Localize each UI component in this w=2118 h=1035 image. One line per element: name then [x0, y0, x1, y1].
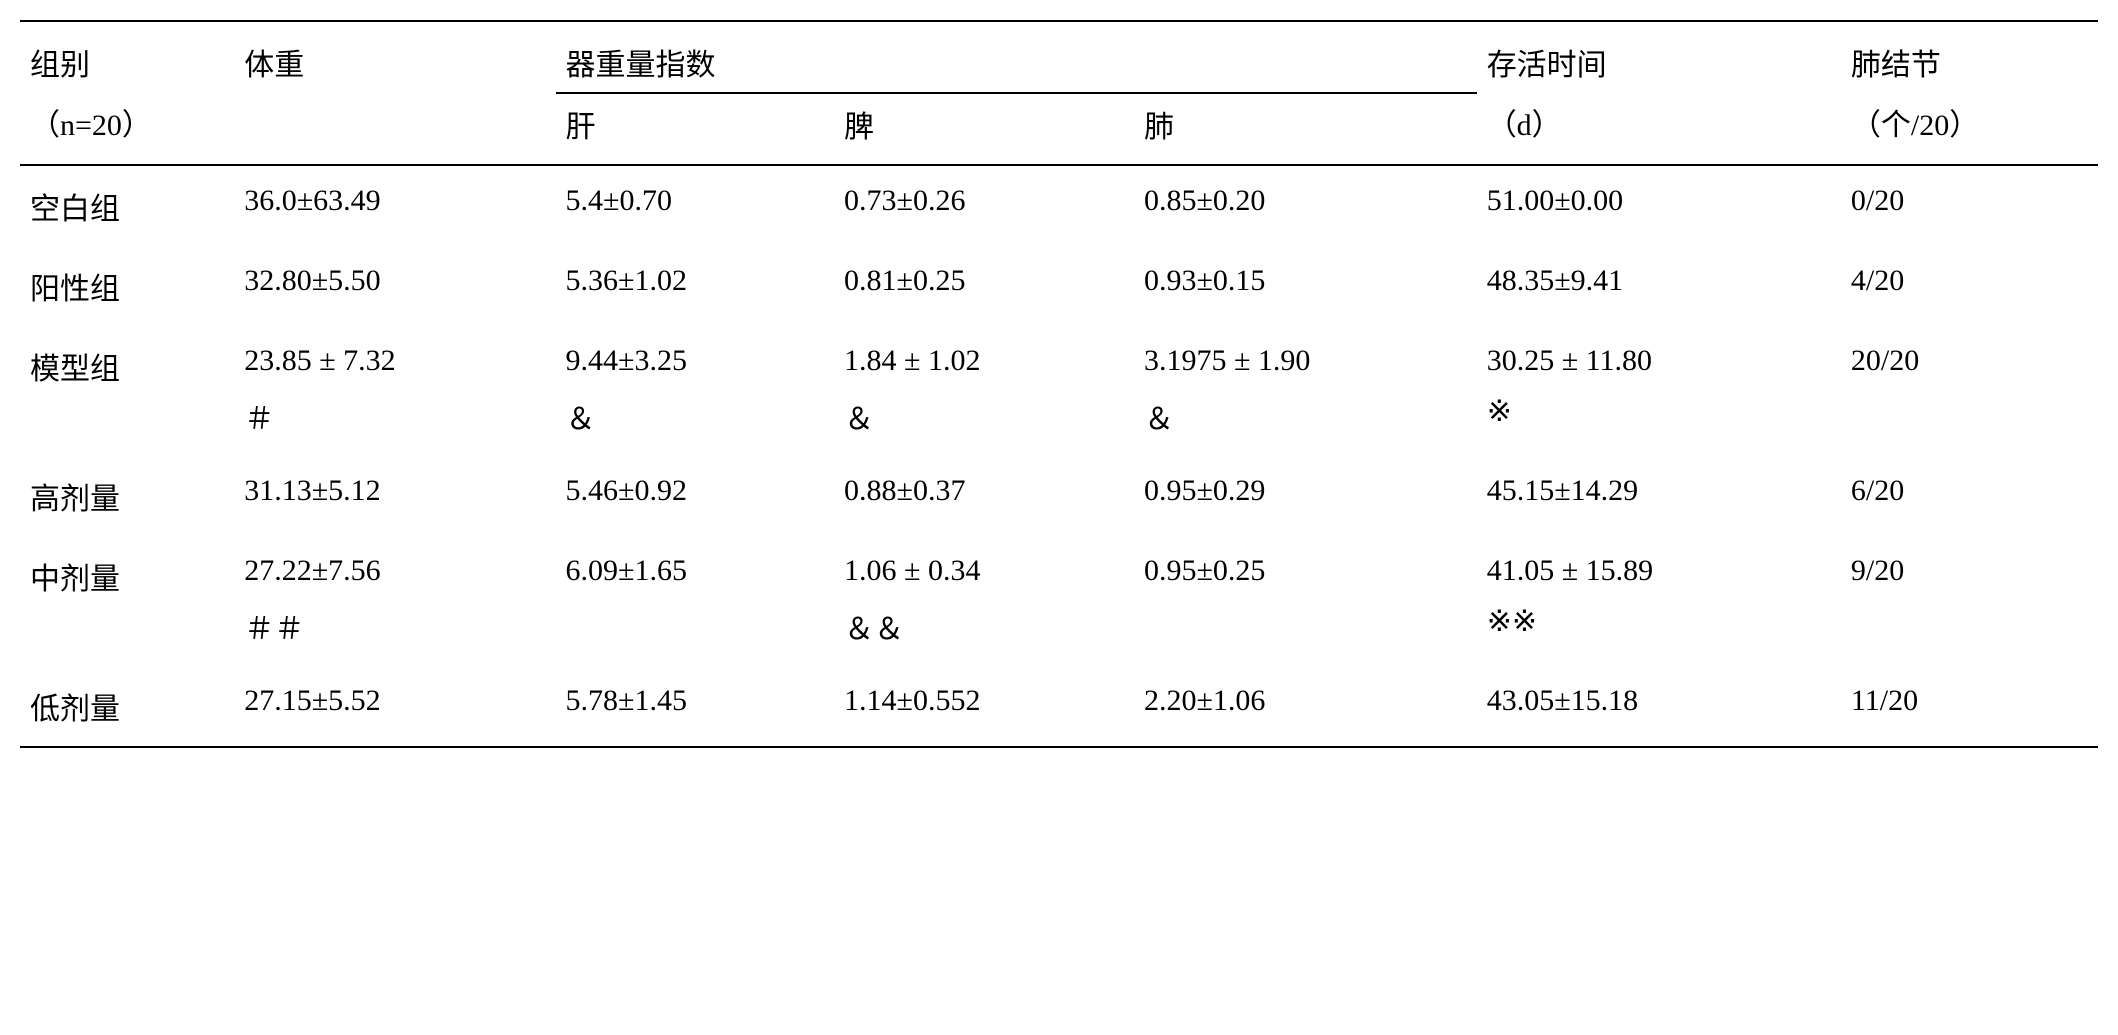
cell-liver: 5.78±1.45: [556, 666, 834, 747]
cell-weight-symbol: ＃: [244, 378, 545, 438]
cell-nodule: 9/20: [1841, 536, 2098, 666]
cell-survival-symbol: ※: [1487, 378, 1831, 429]
cell-liver-symbol: ＆: [566, 378, 824, 438]
cell-spleen: 0.88±0.37: [834, 456, 1134, 536]
data-table-container: 组别 （n=20） 体重 器重量指数 存活时间 （d） 肺结节 （个/20） 肝…: [20, 20, 2098, 748]
header-survival-label: 存活时间: [1487, 40, 1831, 84]
cell-liver: 5.4±0.70: [556, 165, 834, 246]
header-nodule-label: 肺结节: [1851, 40, 2088, 84]
header-lung: 肺: [1134, 93, 1477, 165]
header-survival: 存活时间 （d）: [1477, 21, 1841, 165]
table-row: 空白组 36.0±63.49 5.4±0.70 0.73±0.26 0.85±0…: [20, 165, 2098, 246]
cell-survival: 43.05±15.18: [1477, 666, 1841, 747]
cell-survival-value: 30.25 ± 11.80: [1487, 344, 1831, 378]
cell-spleen: 1.84 ± 1.02 ＆: [834, 326, 1134, 456]
table-header: 组别 （n=20） 体重 器重量指数 存活时间 （d） 肺结节 （个/20） 肝…: [20, 21, 2098, 165]
cell-weight: 23.85 ± 7.32 ＃: [234, 326, 555, 456]
cell-spleen: 0.73±0.26: [834, 165, 1134, 246]
cell-nodule: 4/20: [1841, 246, 2098, 326]
cell-weight: 27.15±5.52: [234, 666, 555, 747]
cell-weight: 31.13±5.12: [234, 456, 555, 536]
data-table: 组别 （n=20） 体重 器重量指数 存活时间 （d） 肺结节 （个/20） 肝…: [20, 20, 2098, 748]
cell-spleen: 0.81±0.25: [834, 246, 1134, 326]
cell-group: 高剂量: [20, 456, 234, 536]
header-nodule: 肺结节 （个/20）: [1841, 21, 2098, 165]
header-survival-sublabel: （d）: [1487, 84, 1831, 144]
cell-group: 低剂量: [20, 666, 234, 747]
cell-lung-symbol: ＆: [1144, 378, 1467, 438]
header-spleen: 脾: [834, 93, 1134, 165]
cell-survival: 30.25 ± 11.80 ※: [1477, 326, 1841, 456]
header-organ-index: 器重量指数: [556, 21, 1477, 93]
header-group-label: 组别: [30, 40, 224, 84]
cell-weight: 36.0±63.49: [234, 165, 555, 246]
table-row: 阳性组 32.80±5.50 5.36±1.02 0.81±0.25 0.93±…: [20, 246, 2098, 326]
header-nodule-sublabel: （个/20）: [1851, 84, 2088, 144]
header-liver: 肝: [556, 93, 834, 165]
cell-group: 模型组: [20, 326, 234, 456]
cell-weight-symbol: ＃＃: [244, 588, 545, 648]
cell-group: 阳性组: [20, 246, 234, 326]
cell-survival: 48.35±9.41: [1477, 246, 1841, 326]
cell-survival: 51.00±0.00: [1477, 165, 1841, 246]
cell-lung: 0.85±0.20: [1134, 165, 1477, 246]
cell-liver-value: 9.44±3.25: [566, 344, 824, 378]
cell-lung: 0.95±0.29: [1134, 456, 1477, 536]
cell-survival-symbol: ※※: [1487, 588, 1831, 639]
header-group-sublabel: （n=20）: [30, 84, 224, 144]
cell-lung: 0.95±0.25: [1134, 536, 1477, 666]
cell-liver: 9.44±3.25 ＆: [556, 326, 834, 456]
cell-liver: 5.46±0.92: [556, 456, 834, 536]
table-row: 高剂量 31.13±5.12 5.46±0.92 0.88±0.37 0.95±…: [20, 456, 2098, 536]
cell-liver: 6.09±1.65: [556, 536, 834, 666]
cell-lung: 3.1975 ± 1.90 ＆: [1134, 326, 1477, 456]
cell-survival-value: 41.05 ± 15.89: [1487, 554, 1831, 588]
cell-nodule: 11/20: [1841, 666, 2098, 747]
cell-spleen-symbol: ＆: [844, 378, 1124, 438]
cell-weight-value: 23.85 ± 7.32: [244, 344, 545, 378]
cell-survival: 41.05 ± 15.89 ※※: [1477, 536, 1841, 666]
cell-weight: 32.80±5.50: [234, 246, 555, 326]
cell-lung-value: 3.1975 ± 1.90: [1144, 344, 1467, 378]
table-row: 模型组 23.85 ± 7.32 ＃ 9.44±3.25 ＆ 1.84 ± 1.…: [20, 326, 2098, 456]
cell-lung: 2.20±1.06: [1134, 666, 1477, 747]
cell-nodule: 6/20: [1841, 456, 2098, 536]
cell-nodule: 0/20: [1841, 165, 2098, 246]
cell-survival: 45.15±14.29: [1477, 456, 1841, 536]
cell-spleen: 1.14±0.552: [834, 666, 1134, 747]
cell-nodule: 20/20: [1841, 326, 2098, 456]
header-group: 组别 （n=20）: [20, 21, 234, 165]
cell-spleen: 1.06 ± 0.34 ＆＆: [834, 536, 1134, 666]
cell-spleen-value: 1.06 ± 0.34: [844, 554, 1124, 588]
cell-group: 中剂量: [20, 536, 234, 666]
cell-spleen-value: 1.84 ± 1.02: [844, 344, 1124, 378]
cell-group: 空白组: [20, 165, 234, 246]
table-row: 低剂量 27.15±5.52 5.78±1.45 1.14±0.552 2.20…: [20, 666, 2098, 747]
header-weight: 体重: [234, 21, 555, 165]
cell-weight-value: 27.22±7.56: [244, 554, 545, 588]
table-body: 空白组 36.0±63.49 5.4±0.70 0.73±0.26 0.85±0…: [20, 165, 2098, 747]
cell-liver: 5.36±1.02: [556, 246, 834, 326]
cell-lung: 0.93±0.15: [1134, 246, 1477, 326]
cell-weight: 27.22±7.56 ＃＃: [234, 536, 555, 666]
cell-spleen-symbol: ＆＆: [844, 588, 1124, 648]
table-row: 中剂量 27.22±7.56 ＃＃ 6.09±1.65 1.06 ± 0.34 …: [20, 536, 2098, 666]
